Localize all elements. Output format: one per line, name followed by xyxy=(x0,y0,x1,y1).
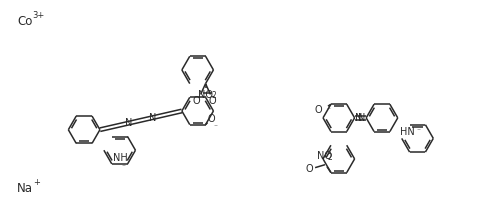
Text: ⁻: ⁻ xyxy=(213,123,217,132)
Text: 2: 2 xyxy=(212,91,217,100)
Text: N: N xyxy=(355,113,363,123)
Text: O: O xyxy=(306,164,313,174)
Text: N: N xyxy=(125,118,132,128)
Text: +: + xyxy=(33,178,40,187)
Text: ⁻: ⁻ xyxy=(327,105,331,114)
Text: NO: NO xyxy=(198,89,213,100)
Text: N: N xyxy=(359,113,366,123)
Text: 3+: 3+ xyxy=(32,11,44,20)
Text: O: O xyxy=(193,96,200,106)
Text: HN: HN xyxy=(400,127,415,137)
Text: O: O xyxy=(314,105,322,115)
Text: O: O xyxy=(207,114,215,124)
Text: ⁻: ⁻ xyxy=(122,162,125,171)
Text: O: O xyxy=(208,96,216,106)
Text: 2: 2 xyxy=(328,153,333,162)
Text: NO: NO xyxy=(317,151,332,161)
Text: Co: Co xyxy=(17,15,32,28)
Text: NH: NH xyxy=(113,153,127,163)
Text: ⁻: ⁻ xyxy=(417,127,421,136)
Text: Na: Na xyxy=(17,182,33,195)
Text: N: N xyxy=(149,113,157,122)
